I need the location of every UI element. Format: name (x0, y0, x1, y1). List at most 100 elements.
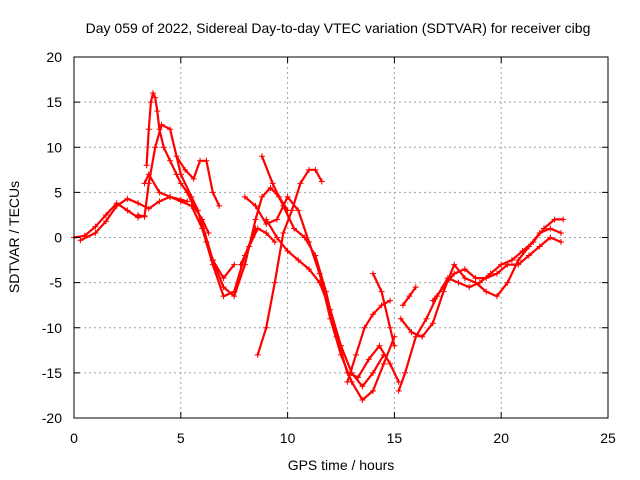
data-point (92, 223, 99, 230)
data-point (429, 297, 436, 304)
series-arc-6 (173, 153, 223, 209)
data-point (560, 216, 567, 223)
data-point (269, 180, 276, 187)
series-arc-14 (370, 270, 398, 349)
data-point (508, 257, 515, 264)
data-point (103, 218, 110, 225)
y-tick-label: 20 (46, 49, 62, 65)
data-point (209, 257, 216, 264)
data-point (547, 225, 554, 232)
data-point (558, 239, 565, 246)
grid (74, 57, 608, 418)
y-axis-label: SDTVAR / TECUs (6, 181, 22, 293)
series-line (260, 155, 400, 383)
data-point (273, 234, 280, 241)
data-point (280, 202, 287, 209)
y-tick-label: 15 (46, 94, 62, 110)
data-point (305, 266, 312, 273)
data-point (380, 351, 387, 358)
data-point (483, 288, 490, 295)
data-point (395, 378, 402, 385)
data-point (316, 279, 323, 286)
data-point (312, 166, 319, 173)
x-axis-label: GPS time / hours (288, 457, 395, 473)
data-point (312, 252, 319, 259)
series-line (243, 195, 396, 401)
x-tick-label: 25 (600, 430, 616, 446)
data-point (182, 166, 189, 173)
data-point (152, 94, 159, 101)
x-tick-label: 0 (70, 430, 78, 446)
data-point (216, 202, 223, 209)
data-point (267, 184, 274, 191)
data-point (493, 270, 500, 277)
data-point (143, 162, 150, 169)
data-point (295, 207, 302, 214)
data-point (113, 202, 120, 209)
data-point (395, 387, 402, 394)
data-point (190, 175, 197, 182)
data-point (167, 193, 174, 200)
data-point (327, 306, 334, 313)
data-point (167, 157, 174, 164)
data-point (209, 189, 216, 196)
data-point (167, 126, 174, 133)
series-arc-18 (399, 284, 419, 309)
series-arc-12 (263, 216, 387, 390)
data-point (154, 108, 161, 115)
data-point (461, 266, 468, 273)
y-tick-label: 5 (54, 184, 62, 200)
series-line (346, 299, 392, 383)
data-point (419, 333, 426, 340)
data-point (370, 387, 377, 394)
data-point (263, 229, 270, 236)
axis-ticks: 0 5 10 15 20 25 -20 -15 -10 -5 0 5 10 15 20 (42, 49, 616, 446)
data-point (408, 329, 415, 336)
y-tick-label: -20 (42, 410, 62, 426)
data-point (295, 257, 302, 264)
data-point (77, 237, 84, 244)
data-point (150, 90, 157, 97)
data-point (387, 324, 394, 331)
data-point (177, 198, 184, 205)
x-tick-label: 15 (387, 430, 403, 446)
data-point (103, 211, 110, 218)
data-point (370, 311, 377, 318)
data-point (197, 157, 204, 164)
x-tick-label: 5 (177, 430, 185, 446)
data-point (252, 202, 259, 209)
series-line (256, 168, 323, 356)
x-tick-label: 10 (280, 430, 296, 446)
data-point (173, 153, 180, 160)
data-point (399, 302, 406, 309)
data-point (397, 315, 404, 322)
y-tick-label: -15 (42, 365, 62, 381)
y-tick-label: 10 (46, 139, 62, 155)
chart-title: Day 059 of 2022, Sidereal Day-to-day VTE… (86, 20, 591, 36)
data-point (145, 126, 152, 133)
data-point (365, 356, 372, 363)
data-point (231, 261, 238, 268)
data-point (318, 178, 325, 185)
data-point (455, 279, 462, 286)
data-point (205, 229, 212, 236)
data-point (359, 383, 366, 390)
series-line (79, 195, 189, 242)
data-point (280, 229, 287, 236)
data-point (194, 207, 201, 214)
data-point (472, 275, 479, 282)
data-point (273, 216, 280, 223)
data-point (188, 202, 195, 209)
data-point (177, 171, 184, 178)
data-point (252, 216, 259, 223)
data-point (220, 293, 227, 300)
data-point (231, 293, 238, 300)
y-tick-label: -5 (50, 275, 63, 291)
data-point (246, 243, 253, 250)
data-point (254, 351, 261, 358)
data-point (387, 297, 394, 304)
data-point (525, 243, 532, 250)
data-point (361, 324, 368, 331)
series-arc-4 (141, 171, 259, 300)
